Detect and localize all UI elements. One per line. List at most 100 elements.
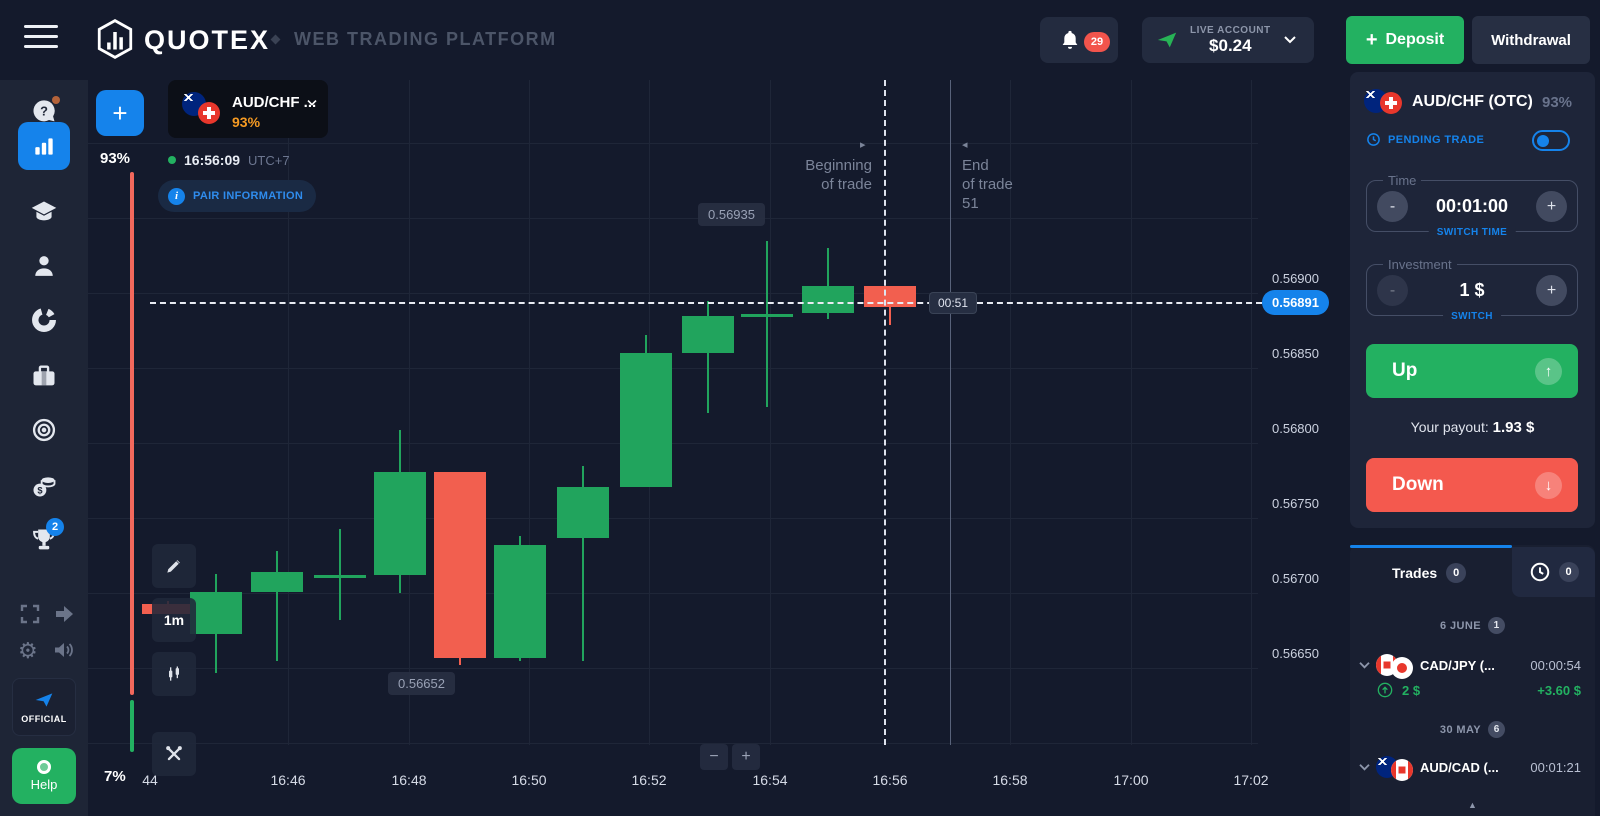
candle-body xyxy=(494,545,546,658)
x-tick-label: 16:46 xyxy=(270,772,306,788)
candle xyxy=(557,465,609,661)
candle-body xyxy=(190,591,242,634)
pending-trade-label: PENDING TRADE xyxy=(1388,133,1485,146)
y-tick-label: 0.56750 xyxy=(1272,496,1319,511)
sidebar-item-bonuses[interactable]: $ xyxy=(30,472,58,500)
candlestick-icon xyxy=(169,666,179,681)
trade-start-line xyxy=(884,80,886,745)
trade-group-header: 30 MAY 6 xyxy=(1350,721,1595,738)
grid-line-vertical xyxy=(529,80,530,745)
flag-chf-icon xyxy=(198,102,220,124)
current-price-line xyxy=(150,302,1262,304)
grid-line-horizontal xyxy=(88,443,1258,444)
candle xyxy=(434,471,486,665)
account-selector[interactable]: LIVE ACCOUNT $0.24 xyxy=(1142,17,1314,63)
donut-chart-icon xyxy=(32,308,56,332)
grid-line-vertical xyxy=(770,80,771,745)
switch-link[interactable]: SWITCH xyxy=(1443,311,1501,322)
trade-row[interactable]: CAD/JPY (... 00:00:54 2 $ +3.60 $ xyxy=(1350,649,1595,698)
switch-time-link[interactable]: SWITCH TIME xyxy=(1428,227,1516,238)
trade-row[interactable]: AUD/CAD (... 00:01:21 xyxy=(1350,751,1595,781)
tab-history[interactable]: 0 xyxy=(1512,547,1595,597)
collapse-arrow-icon[interactable] xyxy=(52,602,76,626)
zoom-in-button[interactable]: + xyxy=(732,744,760,770)
plus-icon: + xyxy=(741,748,751,765)
scroll-up-arrow[interactable]: ▲ xyxy=(1468,800,1477,810)
official-channel-button[interactable]: OFFICIAL xyxy=(12,678,76,736)
trades-count-badge: 0 xyxy=(1446,563,1467,583)
server-clock: 16:56:09 UTC+7 xyxy=(168,152,290,168)
grid-line-horizontal xyxy=(88,518,1258,519)
sidebar-item-support[interactable]: ? xyxy=(30,96,60,126)
briefcase-icon xyxy=(33,365,55,386)
x-tick-label: 16:58 xyxy=(992,772,1028,788)
candle xyxy=(802,248,854,319)
end-of-trade-annotation: End of trade 51 xyxy=(962,157,1013,212)
asset-tab[interactable]: AUD/CHF ... 93% xyxy=(168,80,328,138)
sidebar-item-education[interactable] xyxy=(30,198,58,226)
grid-line-vertical xyxy=(288,80,289,745)
sentiment-up-label: 93% xyxy=(100,150,131,167)
time-decrease-button[interactable]: - xyxy=(1377,191,1408,222)
low-price-tag: 0.56652 xyxy=(388,672,455,695)
sidebar-item-market[interactable] xyxy=(30,362,58,390)
sidebar-item-signals[interactable] xyxy=(30,416,58,444)
direction-up-icon xyxy=(1377,682,1393,698)
time-increase-button[interactable]: + xyxy=(1536,191,1567,222)
clock-timezone: UTC+7 xyxy=(248,152,290,168)
deposit-button[interactable]: + Deposit xyxy=(1346,16,1464,64)
tab-trades[interactable]: Trades 0 xyxy=(1392,563,1467,583)
deposit-label: Deposit xyxy=(1385,31,1445,48)
indicators-button[interactable] xyxy=(152,732,196,776)
sentiment-down-label: 7% xyxy=(104,768,126,785)
sidebar-item-tournaments[interactable]: 2 xyxy=(30,518,64,554)
down-button[interactable]: Down ↓ xyxy=(1366,458,1578,512)
timeframe-button[interactable]: 1m xyxy=(152,598,196,642)
pending-trade-row: PENDING TRADE xyxy=(1366,132,1484,147)
withdrawal-label: Withdrawal xyxy=(1491,31,1571,49)
svg-text:?: ? xyxy=(40,104,48,119)
flag-jpy-icon xyxy=(1391,657,1413,679)
investment-field-label: Investment xyxy=(1383,257,1457,272)
sidebar-item-trade-active[interactable] xyxy=(18,122,70,170)
drawing-tool-button[interactable] xyxy=(152,544,196,588)
trade-end-line xyxy=(950,80,951,745)
chart-area[interactable]: 44 16:46 16:48 16:50 16:52 16:54 16:56 16:58 17:… xyxy=(0,80,1340,816)
notifications-button[interactable]: 29 xyxy=(1040,17,1118,63)
candle-wick xyxy=(339,528,341,620)
account-balance: $0.24 xyxy=(1209,35,1252,55)
sidebar-item-account[interactable] xyxy=(30,252,58,280)
up-button[interactable]: Up ↑ xyxy=(1366,344,1578,398)
pending-trade-toggle[interactable] xyxy=(1532,130,1570,151)
time-field: Time - 00:01:00 + SWITCH TIME xyxy=(1366,173,1578,238)
investment-increase-button[interactable]: + xyxy=(1536,275,1567,306)
sidebar-item-analytics[interactable] xyxy=(30,306,58,334)
sound-icon[interactable] xyxy=(52,638,76,662)
paper-plane-icon xyxy=(1157,32,1177,48)
investment-decrease-button[interactable]: - xyxy=(1377,275,1408,306)
y-tick-label: 0.56700 xyxy=(1272,571,1319,586)
up-label: Up xyxy=(1392,360,1418,381)
chart-type-button[interactable] xyxy=(152,652,196,696)
grid-line-horizontal xyxy=(88,593,1258,594)
candle xyxy=(314,528,366,620)
fullscreen-icon[interactable] xyxy=(18,602,42,626)
menu-icon[interactable] xyxy=(24,25,58,48)
candle-body xyxy=(557,486,609,538)
group-count-badge: 6 xyxy=(1488,721,1506,738)
sentiment-bar-up xyxy=(130,172,134,695)
candle-body xyxy=(741,314,793,317)
group-date: 30 MAY xyxy=(1439,723,1482,736)
zoom-out-button[interactable]: − xyxy=(700,744,728,770)
grid-line-horizontal xyxy=(88,668,1258,669)
notification-count-badge: 29 xyxy=(1084,32,1110,52)
payout-line: Your payout: 1.93 $ xyxy=(1410,419,1535,436)
candle xyxy=(864,285,916,325)
add-asset-button[interactable]: + xyxy=(96,90,144,136)
settings-gear-icon[interactable]: ⚙ xyxy=(18,638,38,663)
candle xyxy=(682,300,734,413)
help-button[interactable]: Help xyxy=(12,748,76,804)
group-date: 6 JUNE xyxy=(1440,619,1481,632)
pair-information-button[interactable]: i PAIR INFORMATION xyxy=(158,180,316,212)
withdrawal-button[interactable]: Withdrawal xyxy=(1472,16,1590,64)
